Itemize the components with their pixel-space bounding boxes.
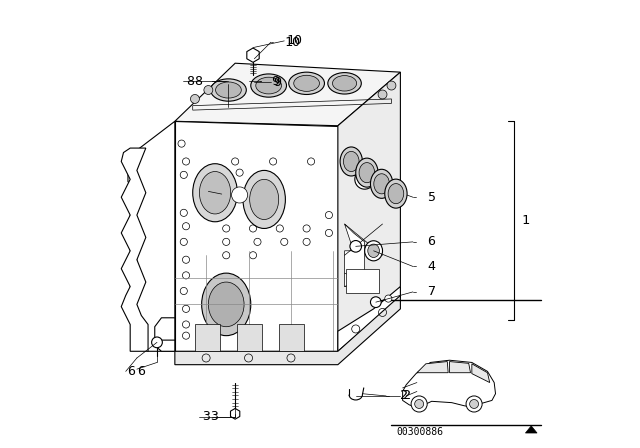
Polygon shape bbox=[175, 296, 401, 365]
Ellipse shape bbox=[294, 75, 319, 91]
Polygon shape bbox=[155, 318, 175, 351]
Polygon shape bbox=[525, 426, 537, 433]
Text: 8: 8 bbox=[194, 74, 202, 88]
Ellipse shape bbox=[251, 74, 287, 97]
Text: 00300886: 00300886 bbox=[396, 426, 443, 437]
Polygon shape bbox=[247, 48, 259, 62]
Circle shape bbox=[385, 295, 392, 302]
Ellipse shape bbox=[250, 179, 278, 220]
Text: 7: 7 bbox=[427, 285, 435, 298]
Polygon shape bbox=[155, 340, 175, 351]
Ellipse shape bbox=[371, 169, 393, 198]
Ellipse shape bbox=[216, 82, 241, 98]
Circle shape bbox=[232, 187, 248, 203]
Ellipse shape bbox=[368, 244, 380, 258]
Polygon shape bbox=[472, 364, 490, 383]
Polygon shape bbox=[128, 121, 175, 351]
Ellipse shape bbox=[359, 163, 374, 183]
Polygon shape bbox=[338, 287, 401, 351]
Text: 6: 6 bbox=[137, 365, 145, 378]
Text: 10: 10 bbox=[287, 34, 303, 47]
Circle shape bbox=[470, 400, 479, 409]
Polygon shape bbox=[338, 72, 401, 351]
Text: 9: 9 bbox=[271, 74, 279, 88]
Text: 4: 4 bbox=[427, 260, 435, 273]
Circle shape bbox=[358, 173, 371, 185]
Bar bbox=[279, 324, 305, 351]
Ellipse shape bbox=[333, 76, 356, 91]
Bar bbox=[237, 324, 262, 351]
Bar bbox=[346, 269, 380, 293]
Ellipse shape bbox=[388, 184, 404, 204]
Ellipse shape bbox=[289, 72, 324, 95]
Ellipse shape bbox=[193, 164, 237, 222]
Ellipse shape bbox=[328, 73, 362, 94]
Ellipse shape bbox=[256, 77, 282, 94]
Bar bbox=[223, 75, 234, 84]
Circle shape bbox=[191, 95, 200, 103]
Ellipse shape bbox=[200, 172, 230, 214]
Circle shape bbox=[411, 396, 427, 412]
Ellipse shape bbox=[209, 282, 244, 327]
Ellipse shape bbox=[385, 179, 407, 208]
Polygon shape bbox=[121, 148, 148, 351]
Ellipse shape bbox=[243, 170, 285, 228]
Circle shape bbox=[152, 337, 163, 348]
Circle shape bbox=[204, 86, 213, 95]
Ellipse shape bbox=[365, 241, 383, 261]
Bar bbox=[195, 324, 220, 351]
Text: 2: 2 bbox=[403, 389, 411, 402]
Text: 1: 1 bbox=[521, 214, 529, 227]
Polygon shape bbox=[230, 409, 240, 419]
Ellipse shape bbox=[374, 174, 390, 194]
Polygon shape bbox=[175, 63, 401, 126]
Polygon shape bbox=[344, 224, 365, 287]
Text: 5: 5 bbox=[427, 191, 435, 204]
Text: 6: 6 bbox=[427, 235, 435, 248]
Circle shape bbox=[355, 169, 374, 189]
Ellipse shape bbox=[211, 79, 246, 101]
Ellipse shape bbox=[344, 151, 359, 172]
Ellipse shape bbox=[340, 147, 362, 176]
Bar bbox=[244, 78, 254, 86]
Text: 9: 9 bbox=[273, 76, 281, 89]
Ellipse shape bbox=[356, 158, 378, 187]
Ellipse shape bbox=[202, 273, 251, 336]
Polygon shape bbox=[403, 360, 495, 407]
Polygon shape bbox=[449, 362, 470, 373]
Text: 8: 8 bbox=[186, 74, 194, 88]
Circle shape bbox=[371, 297, 381, 307]
Circle shape bbox=[378, 90, 387, 99]
Polygon shape bbox=[175, 121, 338, 351]
Text: 3: 3 bbox=[203, 410, 211, 423]
Text: 3: 3 bbox=[211, 410, 219, 423]
Circle shape bbox=[466, 396, 482, 412]
Circle shape bbox=[415, 400, 424, 409]
Text: 2: 2 bbox=[401, 389, 408, 402]
Polygon shape bbox=[417, 362, 448, 373]
Circle shape bbox=[387, 81, 396, 90]
Text: 10: 10 bbox=[284, 36, 300, 49]
Circle shape bbox=[350, 241, 362, 252]
Text: 6: 6 bbox=[127, 365, 134, 378]
